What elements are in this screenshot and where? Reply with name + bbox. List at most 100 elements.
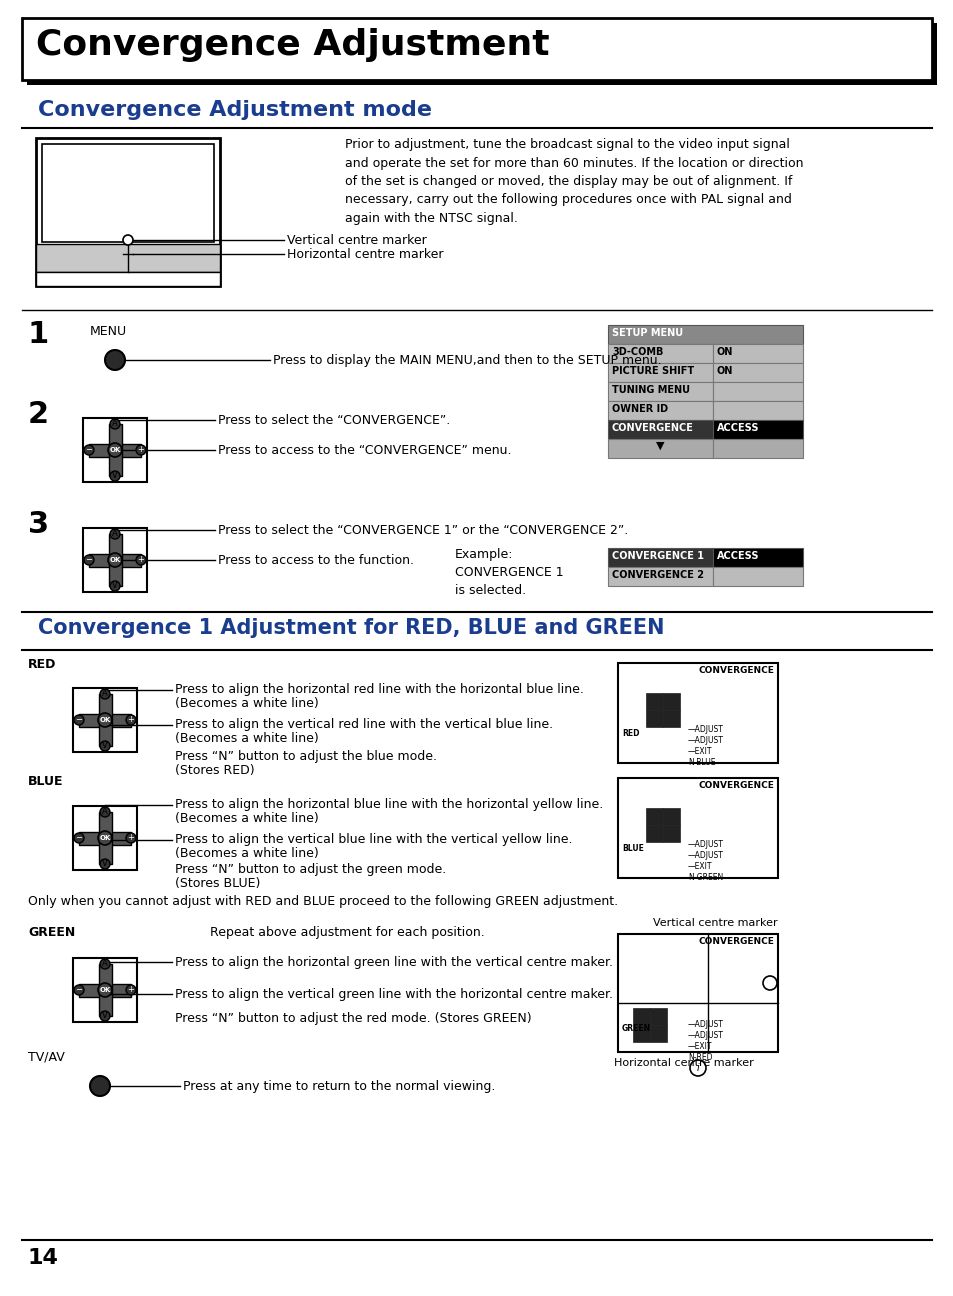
Text: CONVERGENCE: CONVERGENCE — [698, 937, 773, 946]
Text: 1: 1 — [28, 320, 50, 349]
Bar — [22, 18, 931, 80]
Text: TUNING MENU: TUNING MENU — [612, 385, 689, 395]
Text: +: + — [137, 556, 144, 565]
Bar — [618, 934, 778, 1052]
Circle shape — [90, 1076, 110, 1096]
Text: Press to access to the function.: Press to access to the function. — [218, 553, 414, 568]
Text: GREEN: GREEN — [621, 1024, 651, 1033]
Circle shape — [100, 807, 110, 816]
Text: ON: ON — [717, 347, 733, 356]
Bar — [607, 400, 712, 420]
Text: (Becomes a white line): (Becomes a white line) — [174, 732, 318, 745]
Text: Press “N” button to adjust the red mode. (Stores GREEN): Press “N” button to adjust the red mode.… — [174, 1012, 531, 1025]
Bar — [712, 382, 802, 400]
Text: Repeat above adjustment for each position.: Repeat above adjustment for each positio… — [210, 927, 484, 940]
Bar — [645, 807, 662, 826]
Text: 14: 14 — [28, 1248, 59, 1267]
Circle shape — [100, 1011, 110, 1021]
Text: 2: 2 — [28, 400, 49, 429]
Bar — [712, 363, 802, 382]
Bar — [79, 714, 131, 727]
Circle shape — [98, 982, 112, 997]
Circle shape — [74, 715, 84, 724]
Circle shape — [110, 529, 120, 539]
Text: −: − — [75, 985, 82, 994]
Text: Press to align the horizontal blue line with the horizontal yellow line.: Press to align the horizontal blue line … — [174, 798, 602, 811]
Text: (Stores RED): (Stores RED) — [174, 765, 254, 778]
Text: Only when you cannot adjust with RED and BLUE proceed to the following GREEN adj: Only when you cannot adjust with RED and… — [28, 896, 618, 908]
Text: —ADJUST
—ADJUST
—EXIT
N-RED: —ADJUST —ADJUST —EXIT N-RED — [687, 1020, 723, 1063]
Text: CONVERGENCE: CONVERGENCE — [612, 422, 693, 433]
Circle shape — [100, 741, 110, 750]
Text: PICTURE SHIFT: PICTURE SHIFT — [612, 365, 694, 376]
Text: (Stores BLUE): (Stores BLUE) — [174, 877, 260, 890]
Text: ACCESS: ACCESS — [717, 422, 759, 433]
Circle shape — [108, 443, 122, 457]
Bar — [99, 813, 112, 864]
Bar — [712, 548, 802, 568]
Bar — [73, 688, 137, 752]
Bar — [662, 710, 679, 727]
Text: ACCESS: ACCESS — [717, 551, 759, 561]
Circle shape — [84, 555, 94, 565]
Text: Press to select the “CONVERGENCE”.: Press to select the “CONVERGENCE”. — [218, 413, 450, 426]
Text: GREEN: GREEN — [28, 927, 75, 940]
Text: CONVERGENCE: CONVERGENCE — [698, 781, 773, 791]
Circle shape — [105, 350, 125, 369]
Text: V: V — [112, 472, 118, 481]
Text: +: + — [128, 833, 134, 842]
Bar — [83, 419, 147, 482]
Text: —ADJUST
—ADJUST
—EXIT
N-GREEN: —ADJUST —ADJUST —EXIT N-GREEN — [687, 840, 723, 883]
Text: Press at any time to return to the normal viewing.: Press at any time to return to the norma… — [183, 1080, 495, 1093]
Bar — [36, 137, 220, 286]
Text: 3D-COMB: 3D-COMB — [612, 347, 662, 356]
Bar — [36, 272, 220, 286]
Text: ▼: ▼ — [655, 441, 663, 451]
Circle shape — [126, 715, 136, 724]
Bar — [618, 778, 778, 877]
Bar — [607, 548, 712, 568]
Text: OK: OK — [99, 835, 111, 841]
Text: TV/AV: TV/AV — [28, 1050, 65, 1063]
Bar — [662, 826, 679, 842]
Bar — [649, 1025, 666, 1042]
Text: A: A — [102, 807, 108, 816]
Text: BLUE: BLUE — [621, 844, 643, 853]
Bar — [79, 984, 131, 997]
Text: OWNER ID: OWNER ID — [612, 404, 667, 413]
Circle shape — [98, 713, 112, 727]
Bar — [79, 832, 131, 845]
Text: V: V — [102, 741, 108, 750]
Circle shape — [84, 445, 94, 455]
Text: OK: OK — [99, 988, 111, 993]
Bar — [99, 964, 112, 1016]
Text: Convergence Adjustment: Convergence Adjustment — [36, 29, 549, 62]
Text: CONVERGENCE 1: CONVERGENCE 1 — [612, 551, 703, 561]
Bar — [89, 445, 141, 457]
Text: Convergence 1 Adjustment for RED, BLUE and GREEN: Convergence 1 Adjustment for RED, BLUE a… — [38, 618, 664, 638]
Circle shape — [762, 976, 776, 990]
Text: Vertical centre marker: Vertical centre marker — [653, 918, 778, 928]
Text: i: i — [696, 1063, 699, 1073]
Bar — [607, 439, 712, 457]
Bar — [712, 568, 802, 586]
Text: Example:
CONVERGENCE 1
is selected.: Example: CONVERGENCE 1 is selected. — [455, 548, 563, 597]
Text: −: − — [86, 446, 92, 455]
Text: Prior to adjustment, tune the broadcast signal to the video input signal
and ope: Prior to adjustment, tune the broadcast … — [345, 137, 802, 226]
Text: Press to align the vertical blue line with the vertical yellow line.: Press to align the vertical blue line wi… — [174, 833, 572, 846]
Text: OK: OK — [110, 557, 121, 562]
Circle shape — [689, 1060, 705, 1076]
Text: +: + — [137, 446, 144, 455]
Bar — [36, 244, 220, 272]
Bar — [607, 382, 712, 400]
Bar — [607, 420, 712, 439]
Text: A: A — [102, 959, 108, 968]
Circle shape — [98, 831, 112, 845]
Bar — [645, 826, 662, 842]
Text: BLUE: BLUE — [28, 775, 64, 788]
Text: Horizontal centre marker: Horizontal centre marker — [287, 248, 443, 260]
Bar — [36, 244, 220, 272]
Text: SETUP MENU: SETUP MENU — [612, 328, 682, 338]
Circle shape — [136, 445, 146, 455]
Bar — [649, 1008, 666, 1025]
